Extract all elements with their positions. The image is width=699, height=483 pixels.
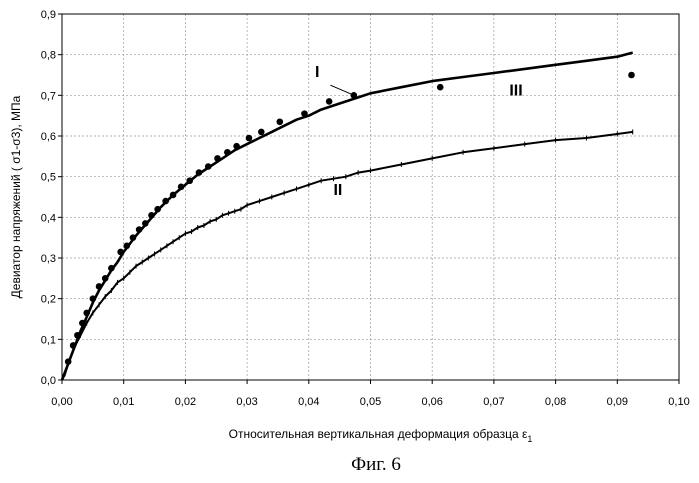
plot-frame	[61, 13, 680, 381]
x-tick-label: 0,07	[483, 396, 504, 408]
y-tick-label: 0,7	[41, 90, 56, 102]
y-tick-label: 0,1	[41, 334, 56, 346]
x-tick-label: 0,03	[236, 396, 257, 408]
y-tick-label: 0,6	[41, 131, 56, 143]
data-point	[257, 128, 265, 136]
data-point	[436, 83, 444, 91]
x-axis-title-text: Относительная вертикальная деформация об…	[229, 427, 528, 441]
y-tick-label: 0,3	[41, 253, 56, 265]
y-tick-label: 0,2	[41, 294, 56, 306]
grid	[62, 14, 679, 380]
x-tick-label: 0,06	[421, 396, 442, 408]
curve-label-III: III	[509, 82, 522, 99]
curve-label-II: II	[333, 182, 342, 199]
y-tick-label: 0,8	[41, 50, 56, 62]
series	[60, 51, 635, 381]
data-point	[628, 71, 635, 79]
x-tick-label: 0,10	[668, 396, 689, 408]
x-axis-title-subscript: 1	[527, 434, 532, 444]
x-tick-label: 0,01	[113, 396, 134, 408]
data-point	[276, 118, 284, 126]
y-tick-label: 0,9	[41, 9, 56, 21]
x-tick-label: 0,04	[298, 396, 319, 408]
data-point	[245, 134, 253, 142]
series-line	[61, 130, 633, 381]
y-tick-label: 0,4	[41, 212, 56, 224]
x-tick-label: 0,05	[360, 396, 381, 408]
series-line	[60, 51, 634, 381]
series-II	[61, 129, 634, 381]
series-III	[60, 51, 634, 381]
x-tick-label: 0,08	[545, 396, 566, 408]
figure-caption: Фиг. 6	[351, 454, 401, 475]
y-tick-label: 0,5	[41, 172, 56, 184]
x-tick-label: 0,02	[175, 396, 196, 408]
y-tick-label: 0,0	[41, 375, 56, 387]
y-axis-title: Девиатор напряжений ( σ1-σ3), МПа	[9, 95, 23, 298]
x-axis-title: Относительная вертикальная деформация об…	[229, 427, 533, 444]
x-tick-label: 0,00	[51, 396, 72, 408]
curve-label-I: I	[315, 64, 319, 81]
axis-ticks: 0,00 0,01 0,02 0,03 0,04 0,05 0,06 0,07 0,08 0,09…	[41, 9, 690, 408]
label-pointer-line	[330, 84, 354, 96]
data-point	[325, 98, 333, 105]
x-tick-label: 0,09	[607, 396, 628, 408]
